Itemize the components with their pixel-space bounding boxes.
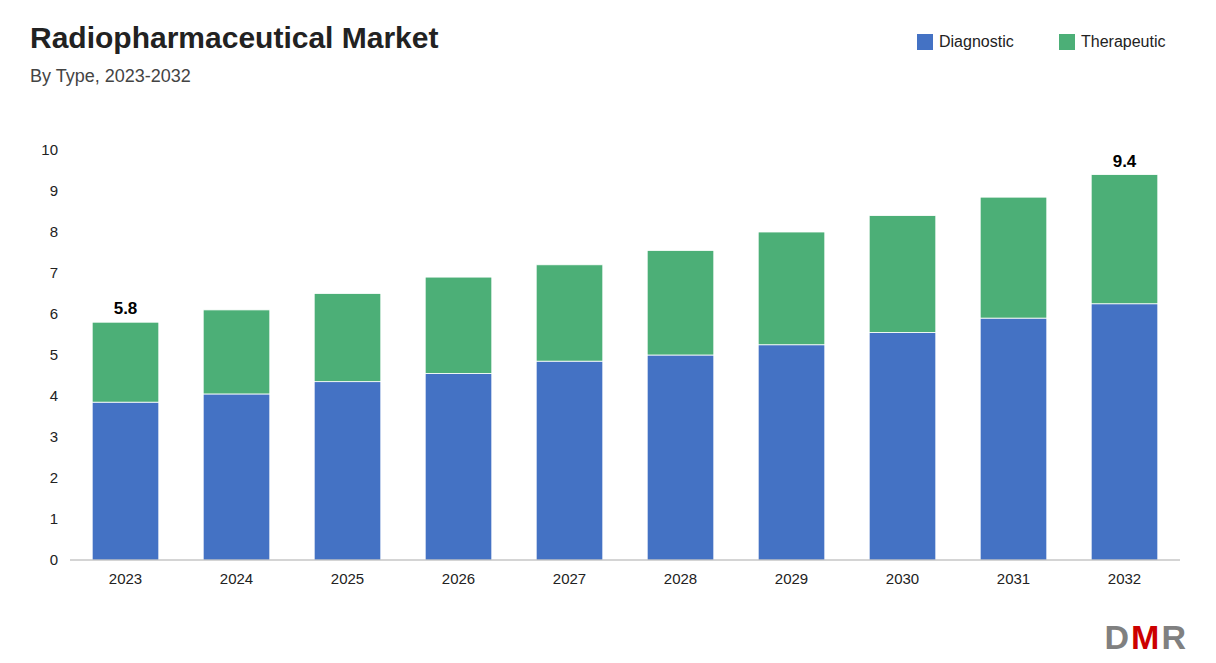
x-tick-label: 2027 <box>553 570 586 587</box>
bar <box>536 361 603 560</box>
x-tick-label: 2024 <box>220 570 253 587</box>
bar <box>92 322 159 402</box>
bar <box>1091 175 1158 304</box>
y-tick-label: 1 <box>50 510 58 527</box>
x-axis-line <box>70 560 1180 561</box>
bar <box>314 294 381 382</box>
legend-swatch <box>917 34 933 50</box>
x-tick-label: 2029 <box>775 570 808 587</box>
legend-label: Diagnostic <box>939 33 1014 50</box>
y-tick-label: 7 <box>50 264 58 281</box>
x-tick-label: 2028 <box>664 570 697 587</box>
bar <box>647 355 714 560</box>
bar <box>758 232 825 345</box>
bar <box>203 394 270 560</box>
bar <box>536 265 603 361</box>
subtitle: By Type, 2023-2032 <box>30 66 191 86</box>
x-tick-label: 2023 <box>109 570 142 587</box>
bar <box>980 318 1047 560</box>
legend-swatch <box>1059 34 1075 50</box>
y-tick-label: 10 <box>41 141 58 158</box>
watermark: RMD <box>1105 618 1186 656</box>
bar <box>869 332 936 560</box>
bar <box>203 310 270 394</box>
bar <box>425 277 492 373</box>
watermark-letter: D <box>1105 618 1130 656</box>
chart: Radiopharmaceutical Market By Type, 2023-… <box>0 0 1216 663</box>
bar <box>647 250 714 355</box>
y-tick-label: 8 <box>50 223 58 240</box>
bar <box>425 373 492 560</box>
title: Radiopharmaceutical Market <box>30 21 438 54</box>
x-tick-label: 2026 <box>442 570 475 587</box>
bar <box>980 197 1047 318</box>
bar <box>92 402 159 560</box>
y-tick-label: 4 <box>50 387 58 404</box>
x-tick-label: 2025 <box>331 570 364 587</box>
annotation: 9.4 <box>1113 152 1137 171</box>
y-tick-label: 5 <box>50 346 58 363</box>
x-tick-label: 2031 <box>997 570 1030 587</box>
y-tick-label: 6 <box>50 305 58 322</box>
annotation: 5.8 <box>114 299 138 318</box>
watermark-letter: M <box>1131 618 1159 656</box>
legend-label: Therapeutic <box>1081 33 1166 50</box>
y-tick-label: 0 <box>50 551 58 568</box>
y-tick-label: 2 <box>50 469 58 486</box>
bar <box>1091 304 1158 560</box>
bar <box>758 345 825 560</box>
y-tick-label: 3 <box>50 428 58 445</box>
y-tick-label: 9 <box>50 182 58 199</box>
watermark-letter: R <box>1161 618 1186 656</box>
bar <box>314 382 381 560</box>
x-tick-label: 2030 <box>886 570 919 587</box>
legend: Therapeutic Diagnostic <box>917 33 1166 50</box>
x-tick-label: 2032 <box>1108 570 1141 587</box>
bar <box>869 216 936 333</box>
